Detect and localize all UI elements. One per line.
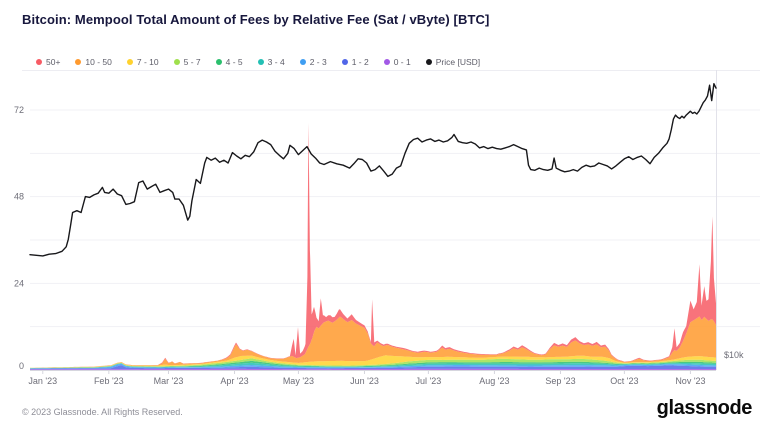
legend-label: 0 - 1 — [393, 57, 411, 67]
svg-text:Sep '23: Sep '23 — [545, 376, 575, 386]
legend-item-4-5[interactable]: 4 - 5 — [215, 57, 243, 67]
area-band-5-7 — [30, 358, 716, 369]
legend-label: 1 - 2 — [351, 57, 369, 67]
legend-label: 2 - 3 — [309, 57, 327, 67]
legend-label: Price [USD] — [435, 57, 481, 67]
area-band-1-2 — [30, 365, 716, 370]
legend-swatch-icon — [215, 59, 222, 65]
legend-swatch-icon — [341, 59, 348, 65]
area-band-4-5 — [30, 360, 716, 369]
legend-swatch-icon — [425, 59, 432, 65]
right-axis-tick-10k: $10k — [724, 350, 744, 360]
area-band-3-4 — [30, 362, 716, 369]
legend-swatch-icon — [36, 59, 42, 65]
area-band-10-50 — [30, 316, 716, 368]
legend-item-2-3[interactable]: 2 - 3 — [299, 57, 327, 67]
svg-text:Aug '23: Aug '23 — [479, 376, 509, 386]
area-band-50plus — [30, 122, 716, 368]
legend-item-price-usd-[interactable]: Price [USD] — [425, 57, 481, 67]
legend-item-0-1[interactable]: 0 - 1 — [383, 57, 411, 67]
y-axis-left-labels: 0 24 48 72 — [14, 105, 24, 371]
svg-text:May '23: May '23 — [283, 376, 314, 386]
legend-swatch-icon — [75, 59, 82, 65]
area-band-7-10 — [30, 355, 716, 368]
glassnode-logo: glassnode — [656, 397, 753, 419]
legend: 50+ 10 - 50 7 - 10 5 - 7 4 - 5 3 - 4 2 - 3 1 - … — [36, 57, 480, 67]
legend-label: 7 - 10 — [136, 57, 159, 67]
legend-label: 50+ — [46, 57, 61, 67]
legend-swatch-icon — [126, 59, 133, 65]
legend-item-7-10[interactable]: 7 - 10 — [126, 57, 159, 67]
legend-swatch-icon — [173, 59, 180, 65]
legend-swatch-icon — [383, 59, 390, 65]
svg-text:Apr '23: Apr '23 — [220, 376, 248, 386]
svg-text:72: 72 — [14, 105, 24, 115]
svg-text:Jan '23: Jan '23 — [28, 376, 57, 386]
svg-text:Jul '23: Jul '23 — [416, 376, 442, 386]
area-band-0-1 — [30, 368, 716, 370]
legend-item-50plus[interactable]: 50+ — [36, 57, 60, 67]
fee-stacked-areas — [30, 122, 716, 370]
copyright-text: © 2023 Glassnode. All Rights Reserved. — [22, 407, 183, 417]
legend-label: 10 - 50 — [85, 57, 112, 67]
legend-label: 3 - 4 — [267, 57, 285, 67]
svg-text:Jun '23: Jun '23 — [350, 376, 379, 386]
legend-item-10-50[interactable]: 10 - 50 — [75, 57, 112, 67]
legend-label: 5 - 7 — [183, 57, 201, 67]
area-band-2-3 — [30, 363, 716, 369]
legend-swatch-icon — [299, 59, 306, 65]
svg-text:Feb '23: Feb '23 — [94, 376, 124, 386]
legend-swatch-icon — [257, 59, 264, 65]
legend-item-3-4[interactable]: 3 - 4 — [257, 57, 285, 67]
gridlines — [30, 109, 760, 328]
page-title: Bitcoin: Mempool Total Amount of Fees by… — [22, 12, 490, 27]
svg-text:0: 0 — [19, 361, 24, 371]
svg-text:Nov '23: Nov '23 — [675, 376, 705, 386]
svg-text:Oct '23: Oct '23 — [610, 376, 638, 386]
legend-label: 4 - 5 — [225, 57, 243, 67]
svg-text:48: 48 — [14, 192, 24, 202]
svg-text:Mar '23: Mar '23 — [154, 376, 184, 386]
x-axis-labels: Jan '23 Feb '23 Mar '23 Apr '23 May '23 Jun '… — [28, 371, 706, 386]
legend-item-1-2[interactable]: 1 - 2 — [341, 57, 369, 67]
plot-frame — [22, 70, 760, 371]
legend-item-5-7[interactable]: 5 - 7 — [173, 57, 201, 67]
svg-text:24: 24 — [14, 278, 24, 288]
price-line — [29, 83, 717, 257]
